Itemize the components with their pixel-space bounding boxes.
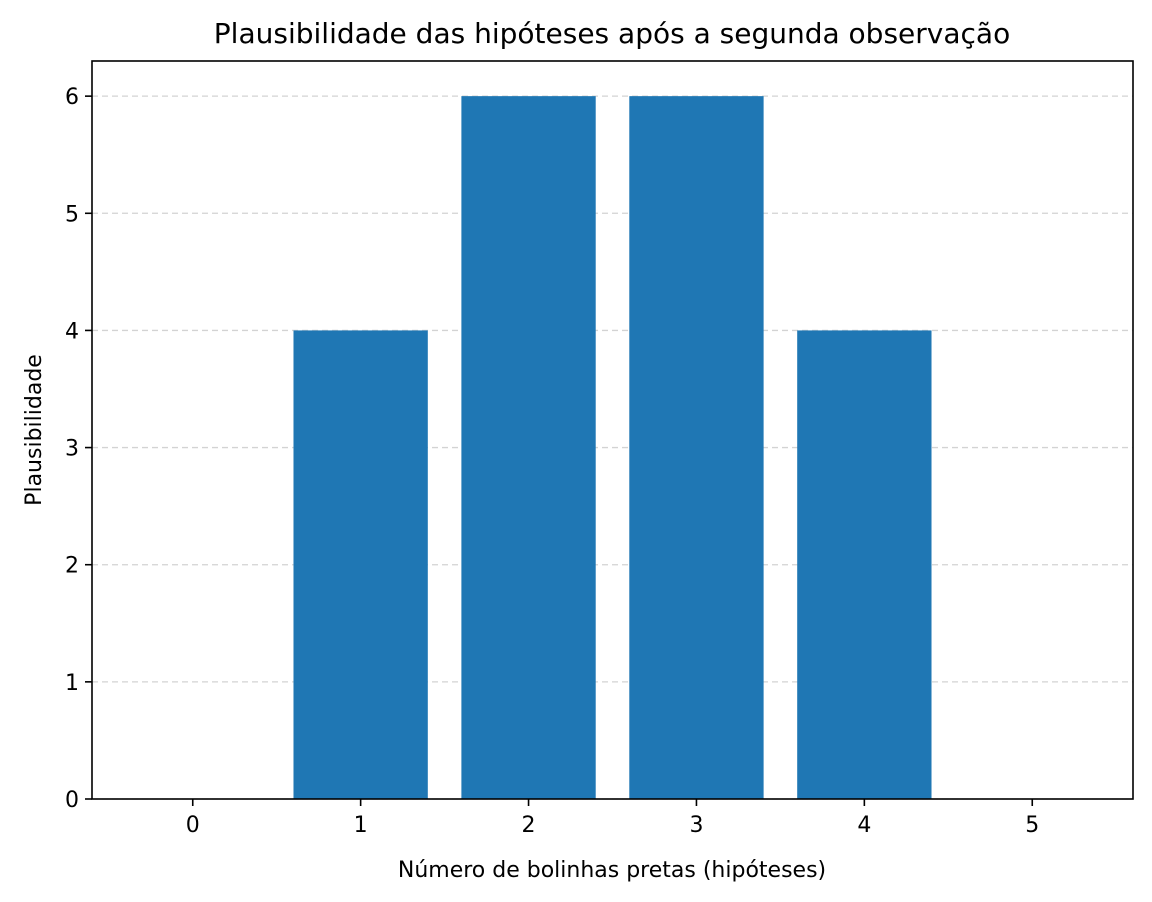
x-tick-label: 5 — [1025, 813, 1039, 838]
bar — [797, 330, 932, 799]
y-tick-label: 6 — [65, 85, 79, 110]
y-tick-label: 2 — [65, 554, 79, 579]
bar — [461, 96, 596, 799]
x-tick-label: 2 — [522, 813, 536, 838]
grid-lines — [92, 95, 1133, 800]
y-tick-label: 4 — [65, 319, 79, 344]
bar — [629, 96, 764, 799]
x-tick-label: 1 — [354, 813, 368, 838]
bars — [293, 96, 932, 799]
x-tick-label: 4 — [857, 813, 871, 838]
bar — [293, 330, 428, 799]
y-axis-label: Plausibilidade — [22, 354, 47, 506]
y-tick-label: 5 — [65, 202, 79, 227]
x-axis-label: Número de bolinhas pretas (hipóteses) — [398, 858, 826, 883]
y-tick-label: 3 — [65, 437, 79, 462]
x-tick-label: 0 — [186, 813, 200, 838]
plot-frame — [91, 60, 1134, 800]
x-tick-label: 3 — [689, 813, 703, 838]
chart-title: Plausibilidade das hipóteses após a segu… — [214, 17, 1010, 50]
y-axis: 0 1 2 3 4 5 6 — [65, 85, 92, 813]
y-tick-label: 0 — [65, 788, 79, 813]
x-axis: 0 1 2 3 4 5 — [186, 799, 1039, 838]
y-tick-label: 1 — [65, 671, 79, 696]
